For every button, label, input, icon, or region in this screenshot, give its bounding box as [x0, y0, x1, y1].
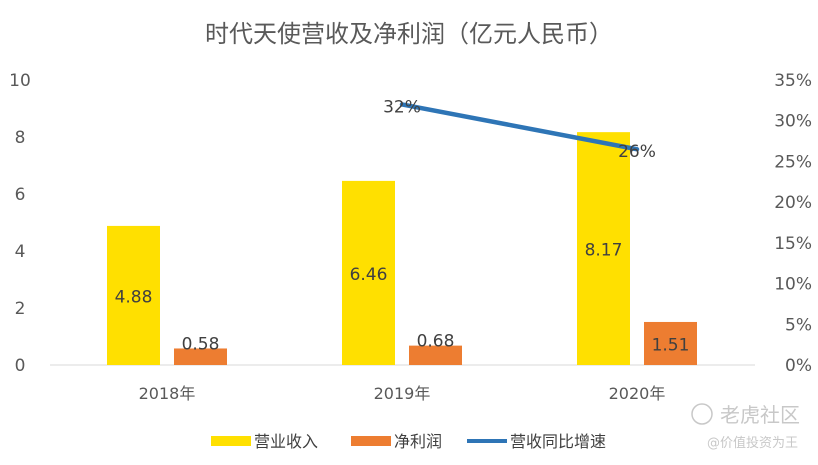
y-right-tick: 5% — [785, 315, 812, 335]
bar-data-label: 0.58 — [182, 334, 220, 354]
y-left-tick: 2 — [15, 299, 26, 319]
chart-title: 时代天使营收及净利润（亿元人民币） — [205, 20, 613, 48]
y-right-tick: 25% — [774, 152, 812, 172]
growth-line — [399, 102, 640, 152]
bar-net-profit — [174, 348, 227, 365]
x-tick-label: 2020年 — [609, 384, 666, 403]
y-left-tick: 8 — [15, 128, 26, 148]
line-data-label: 32% — [383, 97, 421, 117]
y-right-tick: 0% — [785, 356, 812, 376]
bar-revenue — [342, 180, 395, 365]
bar-data-label: 1.51 — [652, 335, 690, 355]
bar-data-label: 4.88 — [115, 287, 153, 307]
y-right-tick: 10% — [774, 275, 812, 295]
bar-net-profit — [409, 345, 462, 365]
bar-revenue — [107, 225, 160, 365]
legend: 营业收入 净利润 营收同比增速 — [211, 432, 606, 451]
watermark-brand: 老虎社区 — [720, 403, 800, 427]
bar-data-label: 6.46 — [350, 265, 388, 285]
legend-label: 净利润 — [394, 432, 442, 451]
bar-revenue — [577, 132, 630, 365]
y-left-tick: 0 — [15, 356, 26, 376]
bar-net-profit — [644, 321, 697, 365]
legend-label: 营业收入 — [254, 432, 318, 451]
x-tick-label: 2019年 — [374, 384, 431, 403]
bar-data-label: 0.68 — [417, 332, 455, 352]
watermark: 老虎社区 @价值投资为王 — [691, 403, 800, 451]
bar-data-label: 8.17 — [585, 241, 623, 261]
y-right-tick: 15% — [774, 234, 812, 254]
tiger-logo-icon — [691, 403, 713, 425]
y-left-tick: 4 — [15, 242, 26, 262]
line-data-label: 26% — [618, 142, 656, 162]
y-left-tick: 10 — [9, 71, 31, 91]
legend-swatch — [211, 436, 251, 446]
watermark-author: @价值投资为王 — [707, 435, 798, 451]
legend-label: 营收同比增速 — [510, 432, 606, 451]
x-tick-label: 2018年 — [139, 384, 196, 403]
y-right-tick: 35% — [774, 71, 812, 91]
legend-swatch — [351, 436, 391, 446]
y-right-tick: 30% — [774, 112, 812, 132]
y-right-tick: 20% — [774, 193, 812, 213]
y-left-tick: 6 — [15, 185, 26, 205]
